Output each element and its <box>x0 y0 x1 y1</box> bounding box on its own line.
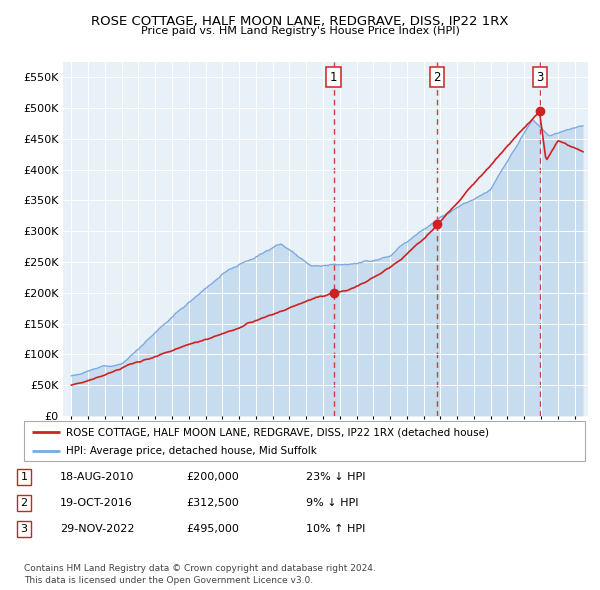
Text: £495,000: £495,000 <box>186 525 239 534</box>
Text: 18-AUG-2010: 18-AUG-2010 <box>60 472 134 481</box>
Text: 9% ↓ HPI: 9% ↓ HPI <box>306 498 359 507</box>
Text: 1: 1 <box>330 71 337 84</box>
Text: HPI: Average price, detached house, Mid Suffolk: HPI: Average price, detached house, Mid … <box>66 445 317 455</box>
Text: ROSE COTTAGE, HALF MOON LANE, REDGRAVE, DISS, IP22 1RX (detached house): ROSE COTTAGE, HALF MOON LANE, REDGRAVE, … <box>66 427 489 437</box>
Text: 23% ↓ HPI: 23% ↓ HPI <box>306 472 365 481</box>
Text: 3: 3 <box>20 525 28 534</box>
Text: £200,000: £200,000 <box>186 472 239 481</box>
Text: 1: 1 <box>20 472 28 481</box>
Text: 29-NOV-2022: 29-NOV-2022 <box>60 525 134 534</box>
Text: £312,500: £312,500 <box>186 498 239 507</box>
Text: 10% ↑ HPI: 10% ↑ HPI <box>306 525 365 534</box>
Text: 2: 2 <box>433 71 441 84</box>
FancyBboxPatch shape <box>24 421 585 461</box>
Text: Contains HM Land Registry data © Crown copyright and database right 2024.
This d: Contains HM Land Registry data © Crown c… <box>24 565 376 585</box>
Text: 2: 2 <box>20 498 28 507</box>
Text: 3: 3 <box>536 71 543 84</box>
Text: 19-OCT-2016: 19-OCT-2016 <box>60 498 133 507</box>
Text: Price paid vs. HM Land Registry's House Price Index (HPI): Price paid vs. HM Land Registry's House … <box>140 26 460 36</box>
Text: ROSE COTTAGE, HALF MOON LANE, REDGRAVE, DISS, IP22 1RX: ROSE COTTAGE, HALF MOON LANE, REDGRAVE, … <box>91 15 509 28</box>
